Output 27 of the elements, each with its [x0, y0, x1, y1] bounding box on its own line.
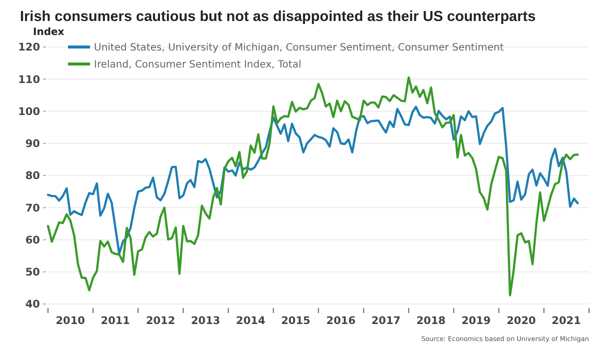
- x-tick-label: 2010: [56, 315, 85, 327]
- line-series: [46, 106, 579, 255]
- x-tick-label: 2015: [281, 315, 310, 327]
- y-tick-label: 80: [25, 170, 40, 182]
- x-tick-label: 2020: [506, 315, 536, 327]
- y-tick-label: 70: [25, 202, 40, 214]
- x-tick-label: 2016: [326, 315, 356, 327]
- chart-title: Irish consumers cautious but not as disappointed as their US counterparts: [20, 9, 536, 25]
- x-tick-label: 2013: [191, 315, 220, 327]
- y-tick-label: 120: [18, 42, 40, 54]
- x-tick-label: 2012: [146, 315, 176, 327]
- legend-label: United States, University of Michigan, Consumer Sentiment, Consumer Sentiment: [94, 42, 504, 54]
- x-tick-label: 2021: [552, 315, 581, 327]
- x-tick-label: 2017: [371, 315, 401, 327]
- x-tick-label: 2019: [461, 315, 491, 327]
- y-tick-label: 60: [25, 234, 40, 246]
- y-tick-label: 90: [25, 138, 40, 150]
- y-axis-title: Index: [33, 27, 65, 38]
- y-tick-label: 40: [25, 298, 40, 311]
- y-tick-label: 100: [18, 106, 40, 118]
- x-tick-label: 2011: [100, 315, 130, 327]
- legend-label: Ireland, Consumer Sentiment Index, Total: [94, 60, 302, 70]
- x-tick-label: 2014: [236, 315, 266, 327]
- x-tick-label: 2018: [416, 315, 446, 327]
- y-tick-label: 50: [25, 266, 40, 279]
- line-series: [46, 76, 579, 296]
- y-tick-label: 110: [18, 74, 40, 86]
